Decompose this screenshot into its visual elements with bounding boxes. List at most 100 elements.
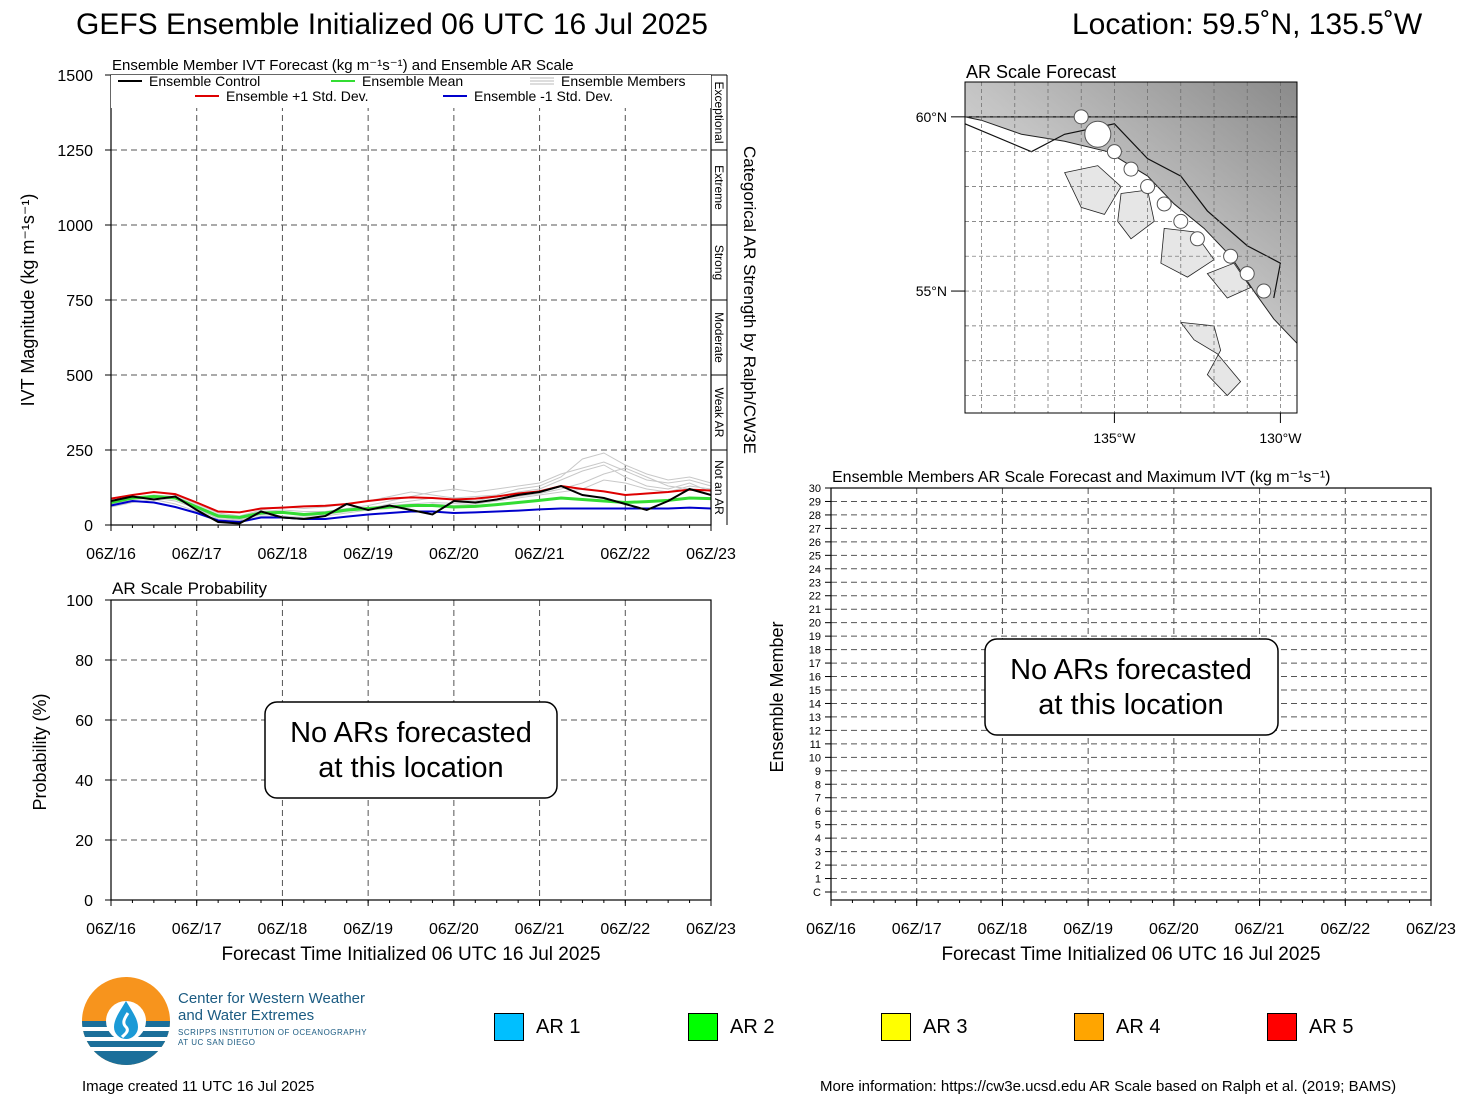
members-annotation-line2: at this location bbox=[1038, 689, 1223, 721]
cw3e-logo bbox=[82, 977, 170, 1065]
members-ylabel: Ensemble Member bbox=[767, 621, 787, 772]
ivt-right-label: Categorical AR Strength by Ralph/CW3E bbox=[740, 146, 759, 454]
members-frame bbox=[830, 487, 1432, 901]
ivt-category-label: Not an AR bbox=[712, 460, 726, 515]
prob-ytick-label: 0 bbox=[84, 893, 93, 910]
members-ytick-label: 25 bbox=[809, 550, 821, 562]
ivt-category-label: Weak AR bbox=[712, 388, 726, 438]
prob-xtick-label: 06Z/20 bbox=[429, 921, 479, 938]
members-ytick-label: 12 bbox=[809, 725, 821, 737]
logo-line4: AT UC SAN DIEGO bbox=[178, 1038, 256, 1047]
ivt-xtick-label: 06Z/22 bbox=[600, 546, 650, 563]
ivt-ytick-label: 1500 bbox=[57, 68, 93, 85]
members-ytick-label: 23 bbox=[809, 577, 821, 589]
prob-frame bbox=[110, 599, 712, 901]
members-ytick-label: 1 bbox=[815, 874, 821, 886]
members-ytick-label: 10 bbox=[809, 752, 821, 764]
ar1-label: AR 1 bbox=[536, 1015, 581, 1038]
map-island bbox=[1160, 227, 1215, 278]
prob-annotation-box bbox=[264, 701, 558, 799]
members-ytick-label: 11 bbox=[810, 739, 821, 751]
ivt-category-label: Extreme bbox=[712, 165, 726, 210]
members-xtick-label: 06Z/23 bbox=[1406, 921, 1456, 938]
ivt-ytick-label: 500 bbox=[66, 368, 93, 385]
ivt-ytick-label: 0 bbox=[84, 518, 93, 535]
map-lon-label: 135°W bbox=[1093, 430, 1136, 446]
members-xlabel: Forecast Time Initialized 06 UTC 16 Jul … bbox=[941, 944, 1320, 965]
map-point bbox=[1073, 109, 1089, 125]
map-frame bbox=[964, 81, 1298, 414]
ar-legend-item-2: AR 2 bbox=[688, 1013, 774, 1041]
prob-xlabel: Forecast Time Initialized 06 UTC 16 Jul … bbox=[221, 944, 600, 965]
members-xtick-label: 06Z/16 bbox=[806, 921, 856, 938]
prob-ytick-label: 100 bbox=[66, 593, 93, 610]
members-ytick-label: 9 bbox=[815, 766, 821, 778]
members-ytick-label: 15 bbox=[809, 685, 821, 697]
footer-info: More information: https://cw3e.ucsd.edu … bbox=[820, 1078, 1397, 1095]
members-xtick-label: 06Z/20 bbox=[1149, 921, 1199, 938]
ivt-xtick-label: 06Z/23 bbox=[686, 546, 736, 563]
map-point bbox=[1156, 196, 1172, 212]
map-lat-label: 55°N bbox=[916, 283, 947, 299]
prob-annotation-line2: at this location bbox=[318, 752, 503, 784]
logo-line2: and Water Extremes bbox=[178, 1007, 315, 1024]
ar-legend-item-5: AR 5 bbox=[1267, 1013, 1353, 1041]
ivt-member-line bbox=[110, 464, 712, 522]
map-point bbox=[1173, 213, 1189, 229]
members-xtick-label: 06Z/21 bbox=[1235, 921, 1285, 938]
prob-annotation-line1: No ARs forecasted bbox=[290, 717, 532, 749]
ivt-xtick-label: 06Z/21 bbox=[515, 546, 565, 563]
members-ytick-label: 2 bbox=[815, 860, 821, 872]
members-xtick-label: 06Z/19 bbox=[1063, 921, 1113, 938]
ivt-legend-label: Ensemble Control bbox=[149, 73, 260, 89]
members-ytick-label: C bbox=[813, 887, 821, 899]
ivt-legend-label: Ensemble -1 Std. Dev. bbox=[474, 88, 613, 104]
ar-legend-item-3: AR 3 bbox=[881, 1013, 967, 1041]
prob-ytick-label: 80 bbox=[75, 653, 93, 670]
members-xtick-label: 06Z/18 bbox=[978, 921, 1028, 938]
ar-map: AR Scale Forecast 60°N 55°N 135°W 130°W bbox=[916, 62, 1303, 446]
members-ytick-label: 17 bbox=[809, 658, 821, 670]
ivt-xtick-label: 06Z/18 bbox=[258, 546, 308, 563]
prob-title: AR Scale Probability bbox=[112, 579, 267, 598]
members-annotation-box bbox=[984, 638, 1279, 736]
members-ytick-label: 5 bbox=[815, 820, 821, 832]
members-xtick-label: 06Z/22 bbox=[1320, 921, 1370, 938]
prob-xtick-label: 06Z/17 bbox=[172, 921, 222, 938]
members-ytick-label: 20 bbox=[809, 618, 821, 630]
members-ytick-label: 19 bbox=[809, 631, 821, 643]
prob-xtick-label: 06Z/19 bbox=[343, 921, 393, 938]
members-ytick-label: 26 bbox=[809, 537, 821, 549]
ivt-xtick-label: 06Z/20 bbox=[429, 546, 479, 563]
ivt-xtick-label: 06Z/19 bbox=[343, 546, 393, 563]
prob-xtick-label: 06Z/21 bbox=[515, 921, 565, 938]
ivt-category-label: Moderate bbox=[712, 312, 726, 363]
ar-legend-item-4: AR 4 bbox=[1074, 1013, 1160, 1041]
ar3-swatch bbox=[881, 1013, 911, 1041]
map-point bbox=[1084, 120, 1112, 148]
prob-ytick-label: 40 bbox=[75, 773, 93, 790]
ivt-series-line bbox=[110, 494, 712, 520]
map-point bbox=[1239, 266, 1255, 282]
members-chart: C123456789101112131415161718192021222324… bbox=[767, 469, 1456, 965]
ivt-series-line bbox=[110, 484, 712, 514]
ivt-legend-label: Ensemble Members bbox=[561, 73, 686, 89]
ar3-label: AR 3 bbox=[923, 1015, 968, 1038]
location-label: Location: 59.5˚N, 135.5˚W bbox=[1072, 8, 1423, 41]
members-ytick-label: 13 bbox=[809, 712, 821, 724]
ivt-legend-bg bbox=[111, 75, 711, 108]
members-ytick-label: 8 bbox=[815, 779, 821, 791]
ivt-series-line bbox=[110, 484, 712, 525]
ar5-label: AR 5 bbox=[1309, 1015, 1354, 1038]
members-ytick-label: 21 bbox=[809, 604, 821, 616]
page-title: GEFS Ensemble Initialized 06 UTC 16 Jul … bbox=[76, 8, 708, 41]
ivt-ytick-label: 750 bbox=[66, 293, 93, 310]
map-point bbox=[1123, 161, 1139, 177]
ivt-xtick-label: 06Z/16 bbox=[86, 546, 136, 563]
prob-xtick-label: 06Z/16 bbox=[86, 921, 136, 938]
ivt-chart: 0 250 500 750 1000 1250 1500 06Z/16 06Z/17 06Z/18… bbox=[18, 57, 759, 563]
logo-text-block: Center for Western Weather and Water Ext… bbox=[178, 990, 367, 1048]
map-point bbox=[1256, 283, 1272, 299]
logo-line3: SCRIPPS INSTITUTION OF OCEANOGRAPHY bbox=[178, 1028, 368, 1037]
members-ytick-label: 29 bbox=[809, 496, 821, 508]
